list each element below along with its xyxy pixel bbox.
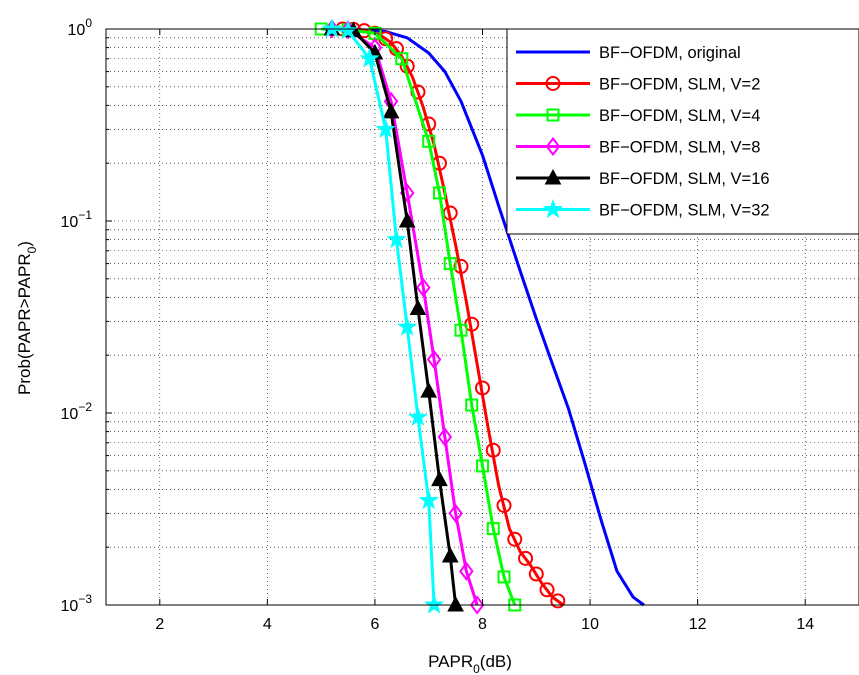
- legend-entry: BF−OFDM, SLM, V=4: [516, 107, 760, 125]
- data-point: [416, 277, 431, 298]
- data-point: [407, 406, 429, 426]
- data-point: [396, 316, 418, 336]
- legend-marker: [545, 76, 561, 91]
- x-tick-label: 10: [581, 616, 599, 633]
- data-point: [441, 546, 459, 563]
- data-point: [518, 550, 534, 566]
- data-point: [443, 257, 457, 271]
- data-point: [539, 582, 555, 598]
- data-point: [476, 459, 489, 473]
- legend: BF−OFDM, original BF−OFDM, SLM, V=2 BF−OFD…: [506, 28, 859, 235]
- data-point: [459, 561, 474, 581]
- data-point: [321, 18, 343, 38]
- x-tick-label: 4: [263, 616, 272, 633]
- legend-entry: BF−OFDM, SLM, V=2: [516, 76, 760, 94]
- x-tick-label: 6: [370, 616, 379, 633]
- series-5: [321, 18, 445, 614]
- data-point: [398, 211, 416, 228]
- data-point: [375, 118, 396, 139]
- legend-entry: BF−OFDM, SLM, V=16: [516, 168, 770, 188]
- data-point: [359, 47, 380, 68]
- series-lines: [314, 18, 645, 615]
- data-point: [550, 593, 566, 609]
- data-point: [422, 134, 436, 148]
- legend-label: BF−OFDM, SLM, V=8: [599, 139, 760, 157]
- data-point: [337, 19, 359, 40]
- data-point: [507, 531, 523, 547]
- data-point: [497, 570, 511, 584]
- data-point: [448, 503, 463, 524]
- x-tick-label: 12: [689, 616, 707, 633]
- legend-entry: BF−OFDM, SLM, V=32: [516, 198, 770, 220]
- data-point: [465, 398, 479, 412]
- legend-label: BF−OFDM, SLM, V=32: [599, 202, 770, 220]
- axis-ticks: 2 4 6 8 10 12 14 100 10−1 10−2 10−3: [61, 16, 815, 633]
- x-tick-label: 2: [155, 616, 164, 633]
- data-point: [496, 497, 512, 513]
- x-tick-label: 8: [478, 616, 487, 633]
- legend-label: BF−OFDM, SLM, V=16: [599, 170, 770, 188]
- series-line: [331, 27, 458, 606]
- data-point: [395, 52, 409, 66]
- legend-label: BF−OFDM, original: [599, 44, 741, 62]
- data-point: [382, 102, 400, 119]
- data-point: [475, 380, 490, 396]
- data-point: [454, 323, 468, 337]
- data-point: [453, 258, 469, 274]
- legend-entry: BF−OFDM, SLM, V=8: [516, 136, 760, 157]
- data-point: [432, 186, 446, 200]
- data-point: [418, 489, 439, 510]
- legend-marker: [544, 168, 562, 185]
- data-point: [469, 595, 485, 615]
- y-tick-label: 10−3: [61, 592, 93, 615]
- y-tick-label: 10−2: [61, 400, 93, 423]
- x-axis-label: PAPR0(dB): [428, 652, 512, 675]
- data-point: [485, 442, 501, 458]
- data-point: [426, 349, 442, 370]
- data-point: [437, 427, 453, 447]
- series-0: [331, 27, 645, 607]
- legend-marker: [546, 108, 560, 122]
- y-tick-label: 10−1: [61, 208, 93, 231]
- data-point: [528, 566, 544, 582]
- x-tick-label: 14: [796, 616, 814, 633]
- y-tick-label: 100: [68, 16, 93, 39]
- legend-box: [506, 28, 859, 235]
- data-point: [486, 522, 500, 536]
- data-point: [386, 228, 407, 249]
- legend-entry: BF−OFDM, original: [516, 44, 741, 62]
- data-point: [409, 299, 427, 316]
- data-point: [447, 595, 464, 612]
- data-point: [420, 382, 438, 398]
- data-point: [423, 594, 445, 614]
- legend-label: BF−OFDM, SLM, V=4: [599, 107, 760, 125]
- legend-marker: [545, 136, 561, 157]
- legend-marker: [542, 198, 564, 219]
- data-point: [431, 470, 448, 487]
- legend-label: BF−OFDM, SLM, V=2: [599, 76, 760, 94]
- y-axis-label: Prob(PAPR>PAPR0): [15, 241, 39, 395]
- series-line: [331, 27, 645, 607]
